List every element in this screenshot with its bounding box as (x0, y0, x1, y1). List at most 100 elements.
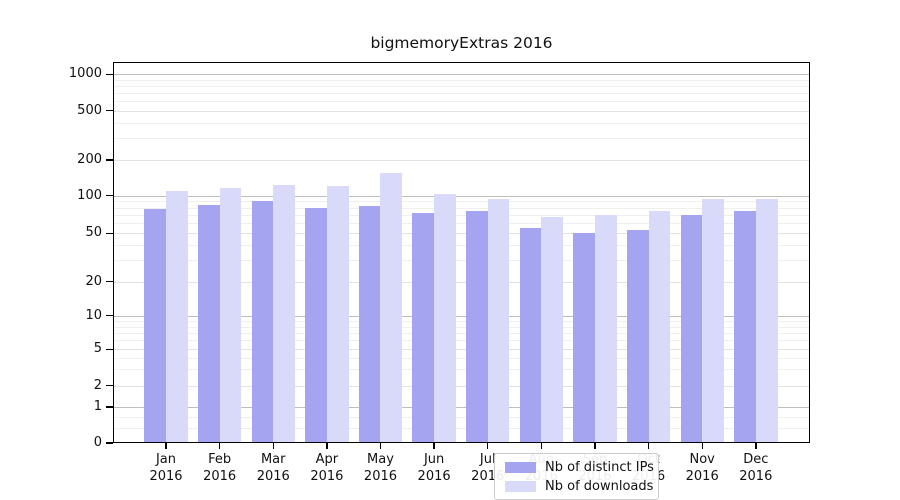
bar-nov-distinct-ips (680, 214, 703, 443)
gridline-800 (113, 85, 810, 87)
x-tick-label-feb: Feb 2016 (203, 452, 237, 484)
bar-may-downloads (380, 173, 403, 443)
bar-may-distinct-ips (358, 206, 381, 443)
y-tick-label-20: 20 (85, 273, 102, 289)
y-tick-mark-1000 (106, 73, 113, 75)
x-tick-mark-mar (272, 443, 274, 449)
gridline-7 (113, 333, 810, 335)
legend-swatch-downloads (505, 480, 536, 492)
bar-aug-downloads (541, 216, 564, 443)
bar-mar-distinct-ips (251, 201, 274, 443)
bar-feb-downloads (219, 188, 242, 443)
y-tick-mark-2 (106, 384, 113, 387)
y-tick-label-10: 10 (85, 307, 102, 323)
gridline-6 (113, 340, 810, 342)
gridline-70 (113, 214, 810, 216)
bar-oct-distinct-ips (626, 230, 649, 443)
y-tick-mark-10 (106, 315, 113, 317)
gridline-3 (113, 369, 810, 371)
y-tick-mark-100 (106, 194, 113, 197)
gridline-20 (113, 281, 810, 283)
gridline-600 (113, 100, 810, 102)
x-tick-mark-apr (326, 443, 328, 449)
x-tick-label-jan: Jan 2016 (149, 452, 183, 484)
gridline-700 (113, 92, 810, 94)
bar-apr-downloads (326, 186, 349, 443)
gridline-5 (113, 349, 810, 351)
legend-item-distinct-ips: Nb of distinct IPs (495, 460, 658, 475)
y-tick-label-500: 500 (77, 102, 102, 118)
bar-mar-downloads (273, 185, 295, 443)
y-tick-label-5: 5 (93, 341, 102, 357)
y-tick-mark-0 (106, 442, 113, 444)
bar-jan-distinct-ips (144, 209, 166, 443)
x-tick-label-mar: Mar 2016 (256, 452, 290, 484)
x-tick-mark-aug (540, 443, 543, 449)
gridline-4 (113, 358, 810, 360)
x-tick-label-jun: Jun 2016 (417, 452, 451, 484)
bar-jul-downloads (487, 198, 510, 443)
gridline-0.41 (113, 428, 810, 430)
x-tick-mark-feb (218, 443, 221, 449)
y-tick-mark-50 (106, 232, 113, 234)
x-tick-mark-oct (647, 443, 650, 449)
chart-title: bigmemoryExtras 2016 (370, 34, 553, 52)
gridline-200 (113, 160, 810, 161)
y-tick-mark-1 (106, 406, 113, 408)
bar-oct-downloads (648, 211, 671, 443)
plot-area: Nb of distinct IPs Nb of downloads (113, 62, 810, 500)
gridline-400 (113, 122, 810, 124)
gridline-0.73 (113, 416, 810, 418)
bar-feb-distinct-ips (197, 205, 220, 443)
x-tick-mark-jun (433, 443, 435, 449)
y-tick-label-2: 2 (93, 377, 102, 393)
x-tick-mark-sep (594, 443, 596, 449)
gridline-8 (113, 326, 810, 328)
y-tick-label-50: 50 (85, 225, 102, 241)
legend: Nb of distinct IPs Nb of downloads (494, 453, 659, 500)
bar-jan-downloads (166, 190, 188, 443)
bar-apr-distinct-ips (305, 207, 327, 443)
legend-swatch-distinct-ips (505, 461, 536, 473)
x-tick-mark-dec (755, 443, 757, 449)
legend-label-downloads: Nb of downloads (545, 478, 654, 494)
gridline-500 (113, 110, 810, 112)
gridline-1000 (113, 74, 810, 76)
x-tick-label-may: May 2016 (363, 452, 398, 484)
gridline-10 (113, 315, 810, 317)
gridline-50 (113, 233, 810, 235)
gridline-80 (113, 207, 810, 209)
gridline-900 (113, 79, 810, 81)
bar-sep-downloads (594, 214, 617, 443)
y-tick-label-1000: 1000 (68, 66, 102, 82)
bar-nov-downloads (702, 198, 724, 443)
gridline-40 (113, 245, 810, 247)
gridline-30 (113, 260, 810, 262)
x-tick-mark-may (379, 443, 382, 449)
y-tick-mark-500 (106, 109, 113, 112)
bar-aug-distinct-ips (519, 228, 542, 443)
x-tick-label-nov: Nov 2016 (685, 452, 719, 484)
gridline-1 (113, 407, 810, 408)
y-tick-mark-5 (106, 348, 113, 350)
legend-item-downloads: Nb of downloads (495, 479, 658, 494)
gridline-90 (113, 201, 810, 203)
gridline-300 (113, 138, 810, 140)
gridline-2 (113, 385, 810, 387)
bar-jun-downloads (434, 193, 456, 443)
x-tick-label-dec: Dec 2016 (739, 452, 773, 484)
gridline-100 (113, 195, 810, 197)
y-tick-mark-200 (106, 159, 113, 161)
y-tick-label-200: 200 (77, 152, 102, 167)
bar-dec-downloads (755, 199, 778, 443)
y-tick-label-0: 0 (93, 435, 102, 450)
bar-jul-distinct-ips (466, 211, 488, 443)
y-tick-mark-20 (106, 281, 113, 283)
y-tick-label-1: 1 (93, 399, 102, 414)
x-tick-mark-nov (701, 443, 703, 449)
bar-sep-distinct-ips (573, 233, 595, 443)
gridline-60 (113, 223, 810, 225)
bar-dec-distinct-ips (734, 211, 756, 443)
y-tick-label-100: 100 (77, 187, 102, 203)
